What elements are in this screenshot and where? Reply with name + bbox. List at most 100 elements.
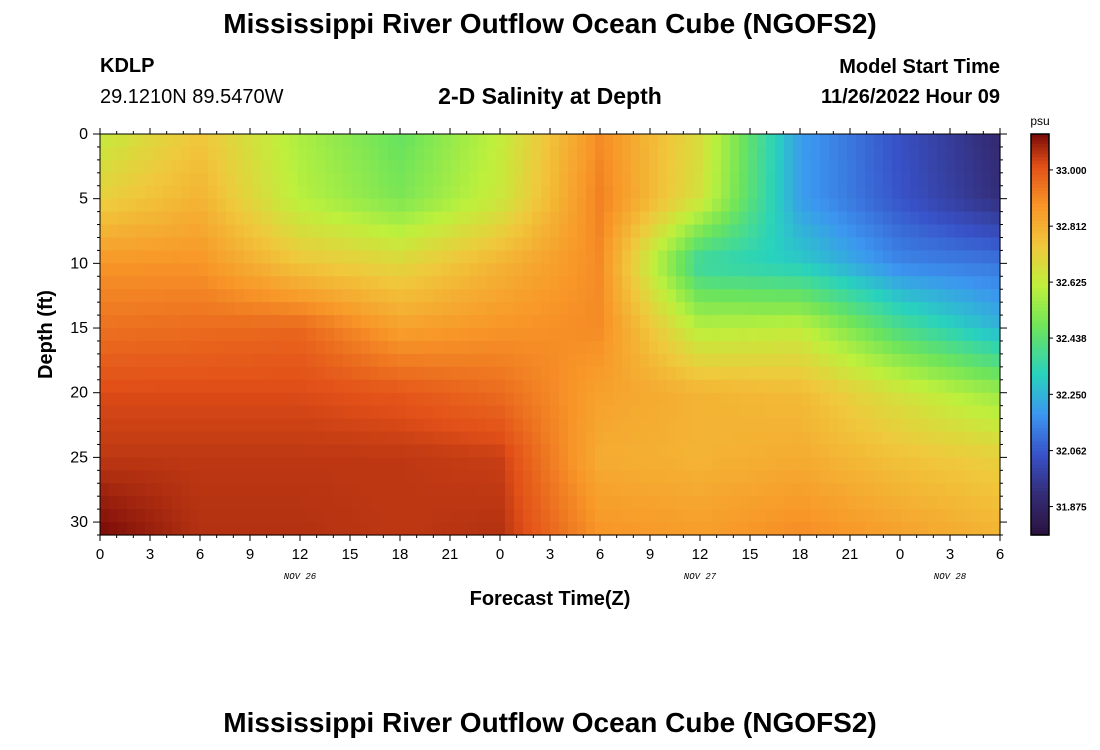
heatmap-cell [973,237,983,252]
heatmap-cell [874,328,884,342]
x-tick-label: 18 [792,546,809,563]
heatmap-cell [460,198,470,213]
heatmap-cell [532,159,542,174]
heatmap-cell [703,276,713,290]
heatmap-cell [730,159,740,174]
heatmap-cell [901,315,911,329]
heatmap-cell [154,340,164,355]
heatmap-cell [856,431,866,446]
heatmap-cell [145,224,155,239]
heatmap-cell [469,340,479,355]
colorbar-swatch [1031,197,1049,202]
heatmap-cell [712,379,722,394]
heatmap-cell [280,237,290,252]
heatmap-cell [154,315,164,329]
colorbar-swatch [1031,444,1049,449]
colorbar-tick-label: 32.062 [1056,447,1087,458]
heatmap-cell [478,431,488,446]
heatmap-cell [676,276,686,290]
heatmap-cell [757,405,767,420]
heatmap-cell [559,289,569,303]
heatmap-cell [451,405,461,420]
heatmap-cell [586,237,596,252]
heatmap-cell [766,263,776,277]
heatmap-cell [379,302,389,316]
heatmap-cell [721,405,731,420]
heatmap-cell [244,211,254,226]
heatmap-cell [676,418,686,433]
heatmap-cell [397,315,407,329]
heatmap-cell [253,496,263,510]
heatmap-cell [496,328,506,342]
heatmap-cell [172,146,182,161]
heatmap-cell [946,315,956,329]
heatmap-cell [982,134,992,148]
heatmap-cell [280,302,290,316]
heatmap-cell [235,366,245,381]
heatmap-cell [226,328,236,342]
heatmap-cell [658,340,668,355]
heatmap-cell [586,483,596,497]
heatmap-cell [145,496,155,510]
heatmap-cell [514,276,524,290]
heatmap-cell [604,328,614,342]
heatmap-cell [433,237,443,252]
heatmap-cell [811,237,821,252]
heatmap-cell [541,405,551,420]
heatmap-cell [901,509,911,523]
heatmap-cell [856,198,866,213]
heatmap-cell [595,379,605,394]
heatmap-cell [397,172,407,187]
heatmap-cell [361,134,371,148]
heatmap-cell [991,224,1001,239]
heatmap-cell [748,250,758,264]
heatmap-cell [325,263,335,277]
colorbar-swatch [1031,401,1049,406]
heatmap-cell [343,159,353,174]
heatmap-cell [487,224,497,239]
heatmap-cell [262,185,272,200]
heatmap-cell [748,328,758,342]
heatmap-cell [838,237,848,252]
colorbar-swatch [1031,304,1049,309]
heatmap-cell [658,134,668,148]
heatmap-cell [892,379,902,394]
heatmap-cell [478,134,488,148]
heatmap-cell [271,431,281,446]
heatmap-cell [595,185,605,200]
heatmap-cell [532,198,542,213]
heatmap-cell [397,146,407,161]
heatmap-cell [802,392,812,407]
heatmap-cell [721,328,731,342]
heatmap-cell [262,302,272,316]
heatmap-cell [721,522,731,536]
heatmap-cell [226,146,236,161]
heatmap-cell [730,457,740,471]
heatmap-cell [415,483,425,497]
heatmap-cell [856,366,866,381]
heatmap-cell [235,289,245,303]
heatmap-cell [226,392,236,407]
heatmap-cell [541,457,551,471]
heatmap-cell [631,172,641,187]
heatmap-cell [487,522,497,536]
heatmap-cell [775,431,785,446]
heatmap-cell [181,134,191,148]
heatmap-cell [190,405,200,420]
heatmap-cell [406,522,416,536]
heatmap-cell [514,418,524,433]
heatmap-cell [388,340,398,355]
heatmap-cell [307,198,317,213]
heatmap-cell [676,496,686,510]
heatmap-cell [784,483,794,497]
heatmap-cell [253,328,263,342]
heatmap-cell [748,405,758,420]
heatmap-cell [937,328,947,342]
heatmap-cell [694,134,704,148]
heatmap-cell [991,250,1001,264]
y-tick-label: 15 [70,320,88,337]
heatmap-cell [298,185,308,200]
heatmap-cell [271,470,281,484]
heatmap-cell [100,392,110,407]
heatmap-cell [622,340,632,355]
